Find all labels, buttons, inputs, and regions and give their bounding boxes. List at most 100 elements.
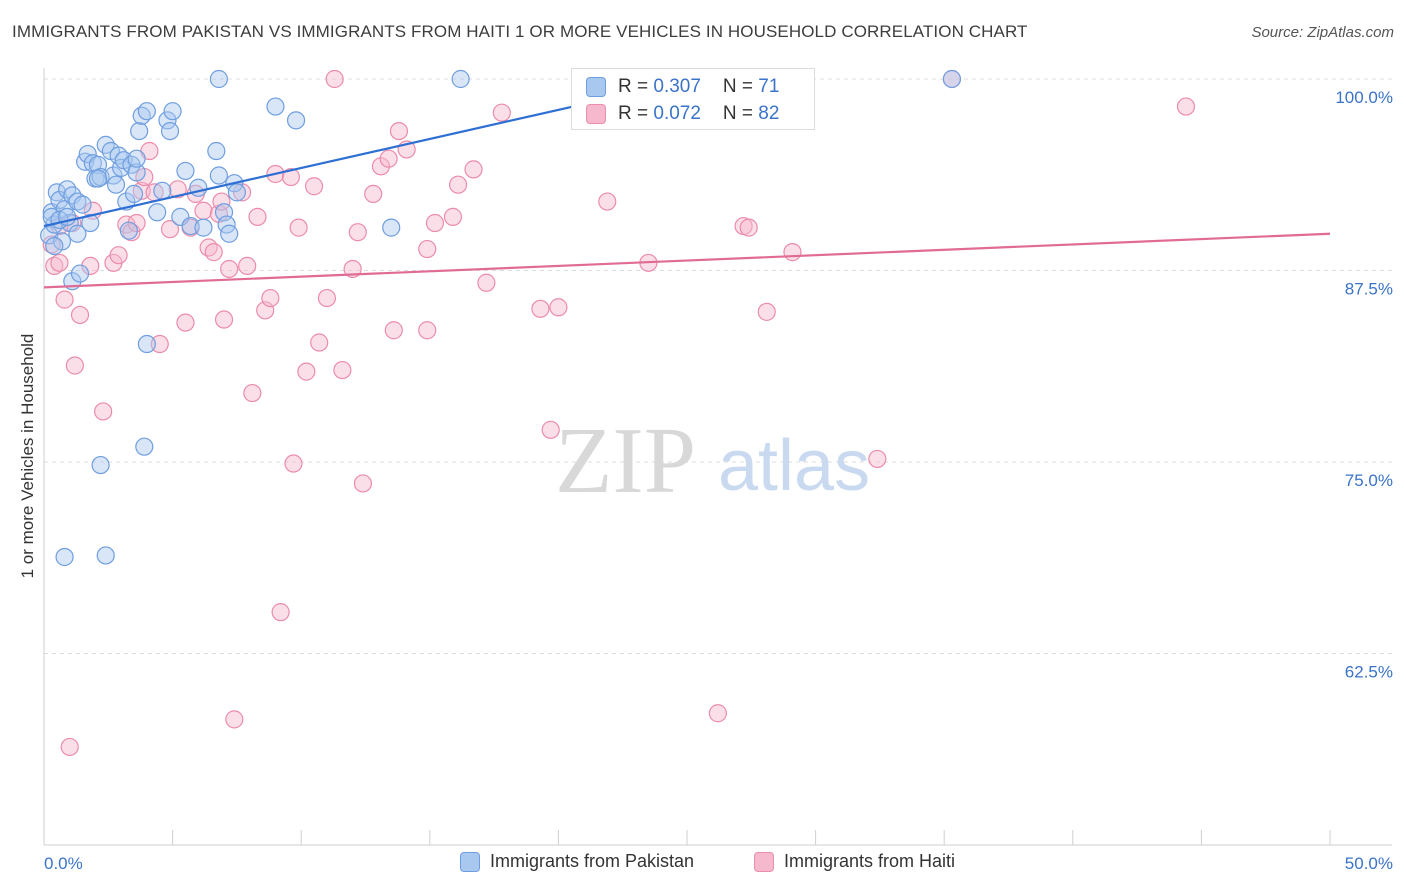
pakistan-point — [91, 455, 110, 475]
haiti-point — [55, 290, 74, 309]
haiti-point — [371, 157, 391, 176]
haiti-point — [45, 256, 64, 276]
haiti-point — [348, 223, 367, 242]
legend-row-pakistan: R = 0.307 N = 71 — [586, 76, 779, 98]
haiti-point — [194, 201, 213, 220]
pakistan-point — [137, 334, 156, 354]
haiti-point — [109, 246, 128, 265]
haiti-point — [238, 256, 257, 276]
legend-r-value-haiti: 0.072 — [653, 103, 701, 124]
pakistan-point — [124, 184, 144, 203]
bottom-legend-swatch-pakistan — [460, 851, 480, 872]
haiti-point — [232, 183, 252, 202]
pakistan-point — [135, 437, 154, 456]
pakistan-point — [119, 221, 138, 240]
haiti-point — [248, 207, 267, 226]
pakistan-trend-line — [43, 85, 662, 228]
haiti-point — [297, 362, 316, 381]
haiti-point — [50, 253, 69, 272]
pakistan-point — [127, 149, 146, 168]
pakistan-point — [153, 181, 172, 200]
haiti-point — [389, 121, 409, 141]
bottom-legend-haiti[interactable]: Immigrants from Haiti — [754, 851, 955, 872]
haiti-point — [168, 180, 187, 199]
pakistan-point — [68, 224, 87, 243]
haiti-point — [443, 207, 463, 226]
haiti-trend-line — [43, 232, 1331, 289]
haiti-point — [281, 167, 301, 187]
legend-swatch-haiti — [586, 104, 606, 124]
haiti-point — [310, 333, 329, 352]
haiti-point — [220, 259, 239, 279]
haiti-point — [541, 420, 560, 439]
haiti-point — [868, 449, 887, 469]
haiti-point — [757, 302, 776, 321]
haiti-point — [464, 160, 483, 179]
haiti-point — [212, 192, 231, 211]
haiti-point — [289, 218, 308, 237]
haiti-point — [425, 213, 445, 233]
haiti-point — [384, 321, 403, 340]
grid-layer — [44, 78, 1392, 654]
tick-labels: 62.5% 75.0% 87.5% 100.0% 0.0% 50.0% — [44, 88, 1393, 873]
correlation-legend: R = 0.307 N = 71 R = 0.072 N = 82 — [571, 68, 815, 130]
legend-n-value-pakistan: 71 — [758, 76, 780, 97]
haiti-point — [317, 288, 337, 308]
y-tick-label: 75.0% — [1345, 471, 1393, 490]
pakistan-point — [55, 547, 74, 567]
bottom-legend-pakistan[interactable]: Immigrants from Pakistan — [460, 851, 694, 872]
haiti-point — [94, 402, 113, 421]
pakistan-point — [209, 166, 228, 185]
pakistan-point — [266, 97, 285, 116]
haiti-point — [160, 220, 180, 239]
pakistan-point — [158, 111, 177, 130]
pakistan-point — [942, 69, 962, 89]
haiti-point — [176, 313, 195, 332]
pakistan-point — [286, 111, 306, 130]
haiti-point — [353, 474, 373, 493]
pakistan-point — [382, 218, 401, 237]
haiti-point — [60, 737, 79, 757]
pakistan-point — [171, 207, 190, 226]
legend-swatch-pakistan — [586, 77, 606, 97]
bottom-legend: Immigrants from Pakistan Immigrants from… — [0, 851, 1406, 879]
pakistan-point — [207, 141, 226, 161]
haiti-point — [1176, 97, 1196, 116]
haiti-point — [243, 383, 262, 403]
pakistan-point — [209, 69, 228, 89]
haiti-point — [783, 243, 802, 262]
haiti-point — [418, 321, 437, 340]
haiti-point — [598, 192, 617, 211]
pakistan-point — [130, 121, 149, 141]
pakistan-point — [451, 69, 470, 89]
y-tick-label: 100.0% — [1335, 88, 1393, 107]
legend-r-label: R = — [618, 103, 654, 124]
haiti-point — [81, 256, 100, 276]
pakistan-point — [189, 178, 208, 197]
pakistan-point — [163, 102, 182, 121]
haiti-point — [204, 243, 223, 262]
haiti-point — [333, 360, 352, 380]
haiti-point — [261, 288, 280, 308]
haiti-point — [65, 356, 84, 375]
pakistan-point — [127, 163, 146, 182]
haiti-point — [492, 103, 511, 122]
haiti-point — [448, 175, 468, 194]
source-label: Source: ZipAtlas.com — [1251, 24, 1394, 41]
haiti-point — [271, 603, 290, 622]
bottom-legend-label-pakistan: Immigrants from Pakistan — [490, 851, 695, 871]
x-tick-label-max: 50.0% — [1345, 854, 1393, 873]
haiti-point — [531, 299, 550, 318]
haiti-point — [127, 213, 146, 233]
watermark: ZIP atlas — [555, 409, 870, 513]
legend-n-label: N = — [722, 76, 759, 97]
legend-row-haiti: R = 0.072 N = 82 — [586, 103, 779, 125]
pakistan-point — [88, 169, 108, 188]
y-tick-label: 87.5% — [1345, 280, 1393, 299]
haiti-point — [214, 310, 234, 329]
pakistan-point — [227, 183, 246, 202]
legend-r-label: R = — [618, 76, 654, 97]
y-axis-label: 1 or more Vehicles in Household — [18, 333, 37, 579]
haiti-point — [325, 69, 344, 89]
